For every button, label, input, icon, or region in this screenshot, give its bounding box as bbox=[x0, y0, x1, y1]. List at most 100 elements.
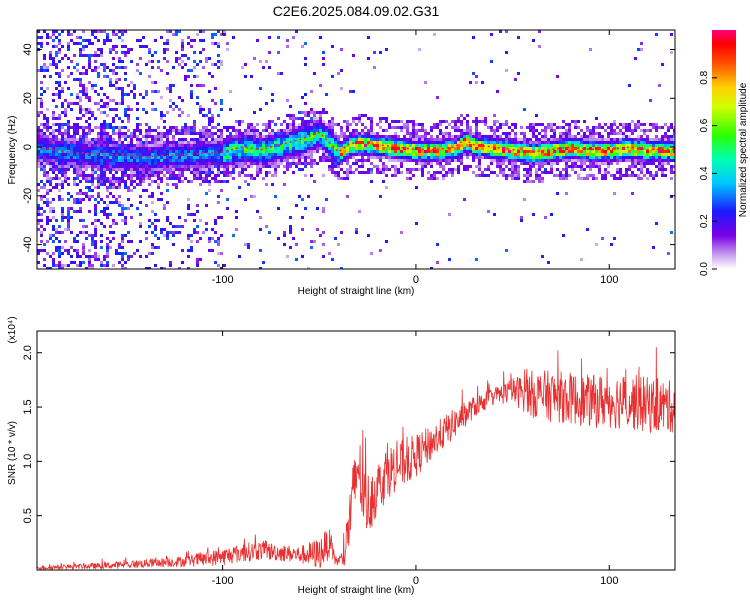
heatmap-cell bbox=[199, 30, 202, 33]
heatmap-cell bbox=[439, 162, 442, 165]
heatmap-cell bbox=[187, 141, 190, 144]
heatmap-cell bbox=[484, 135, 487, 138]
heatmap-cell bbox=[238, 159, 241, 162]
heatmap-cell bbox=[574, 153, 577, 156]
heatmap-cell bbox=[670, 171, 673, 174]
heatmap-cell bbox=[613, 120, 616, 123]
heatmap-cell bbox=[181, 111, 184, 114]
heatmap-cell bbox=[358, 117, 361, 120]
heatmap-cell bbox=[643, 138, 646, 141]
heatmap-cell bbox=[148, 159, 151, 162]
heatmap-cell bbox=[670, 141, 673, 144]
heatmap-cell bbox=[415, 141, 418, 144]
heatmap-cell bbox=[79, 219, 82, 222]
heatmap-cell bbox=[232, 138, 235, 141]
heatmap-cell bbox=[37, 261, 40, 264]
heatmap-cell bbox=[472, 153, 475, 156]
heatmap-cell bbox=[61, 246, 64, 249]
heatmap-cell bbox=[406, 138, 409, 141]
heatmap-cell bbox=[313, 144, 316, 147]
heatmap-cell bbox=[367, 234, 370, 237]
heatmap-cell bbox=[178, 171, 181, 174]
heatmap-cell bbox=[163, 42, 166, 45]
heatmap-cell bbox=[109, 246, 112, 249]
heatmap-cell bbox=[388, 135, 391, 138]
heatmap-cell bbox=[634, 144, 637, 147]
heatmap-cell bbox=[76, 252, 79, 255]
heatmap-cell bbox=[481, 171, 484, 174]
heatmap-cell bbox=[310, 147, 313, 150]
heatmap-cell bbox=[40, 240, 43, 243]
heatmap-cell bbox=[169, 132, 172, 135]
heatmap-cell bbox=[88, 177, 91, 180]
heatmap-cell bbox=[640, 150, 643, 153]
heatmap-cell bbox=[448, 135, 451, 138]
heatmap-cell bbox=[193, 51, 196, 54]
heatmap-cell bbox=[565, 141, 568, 144]
heatmap-cell bbox=[178, 129, 181, 132]
heatmap-cell bbox=[568, 138, 571, 141]
heatmap-cell bbox=[166, 87, 169, 90]
heatmap-cell bbox=[178, 114, 181, 117]
heatmap-cell bbox=[151, 54, 154, 57]
heatmap-cell bbox=[58, 264, 61, 267]
heatmap-cell bbox=[544, 168, 547, 171]
heatmap-cell bbox=[130, 48, 133, 51]
heatmap-cell bbox=[385, 153, 388, 156]
heatmap-cell bbox=[145, 159, 148, 162]
heatmap-cell bbox=[169, 261, 172, 264]
heatmap-cell bbox=[79, 141, 82, 144]
heatmap-cell bbox=[490, 33, 493, 36]
heatmap-cell bbox=[265, 123, 268, 126]
heatmap-cell bbox=[142, 141, 145, 144]
heatmap-cell bbox=[85, 150, 88, 153]
heatmap-cell bbox=[223, 138, 226, 141]
heatmap-cell bbox=[208, 57, 211, 60]
heatmap-cell bbox=[589, 141, 592, 144]
heatmap-cell bbox=[562, 138, 565, 141]
heatmap-cell bbox=[181, 60, 184, 63]
heatmap-cell bbox=[289, 153, 292, 156]
heatmap-cell bbox=[388, 126, 391, 129]
heatmap-cell bbox=[73, 135, 76, 138]
heatmap-cell bbox=[145, 267, 148, 269]
heatmap-cell bbox=[586, 129, 589, 132]
heatmap-cell bbox=[247, 129, 250, 132]
heatmap-cell bbox=[55, 66, 58, 69]
heatmap-cell bbox=[58, 255, 61, 258]
heatmap-cell bbox=[337, 138, 340, 141]
heatmap-cell bbox=[490, 156, 493, 159]
heatmap-cell bbox=[283, 156, 286, 159]
heatmap-cell bbox=[46, 267, 49, 269]
heatmap-cell bbox=[226, 159, 229, 162]
heatmap-cell bbox=[490, 60, 493, 63]
heatmap-cell bbox=[319, 123, 322, 126]
heatmap-cell bbox=[55, 231, 58, 234]
heatmap-cell bbox=[298, 129, 301, 132]
heatmap-cell bbox=[625, 138, 628, 141]
heatmap-cell bbox=[268, 36, 271, 39]
heatmap-cell bbox=[121, 246, 124, 249]
heatmap-cell bbox=[574, 147, 577, 150]
heatmap-cell bbox=[94, 159, 97, 162]
heatmap-cell bbox=[625, 147, 628, 150]
heatmap-cell bbox=[124, 267, 127, 269]
snr-x-label: Height of straight line (km) bbox=[298, 585, 415, 596]
heatmap-cell bbox=[427, 132, 430, 135]
heatmap-cell bbox=[550, 144, 553, 147]
heatmap-cell bbox=[82, 252, 85, 255]
heatmap-cell bbox=[313, 180, 316, 183]
heatmap-cell bbox=[169, 141, 172, 144]
heatmap-cell bbox=[334, 165, 337, 168]
heatmap-cell bbox=[295, 165, 298, 168]
heatmap-cell bbox=[472, 72, 475, 75]
heatmap-cell bbox=[118, 129, 121, 132]
heatmap-cell bbox=[418, 141, 421, 144]
heatmap-cell bbox=[205, 159, 208, 162]
heatmap-cell bbox=[451, 156, 454, 159]
heatmap-cell bbox=[73, 183, 76, 186]
heatmap-cell bbox=[658, 153, 661, 156]
heatmap-cell bbox=[535, 114, 538, 117]
heatmap-cell bbox=[619, 156, 622, 159]
heatmap-cell bbox=[205, 162, 208, 165]
